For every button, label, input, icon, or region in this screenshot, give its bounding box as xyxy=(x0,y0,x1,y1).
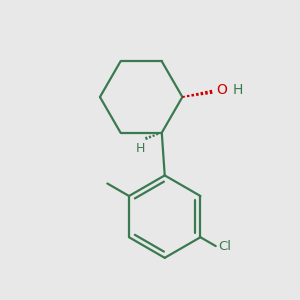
Text: H: H xyxy=(232,83,243,98)
Text: O: O xyxy=(216,83,226,98)
Text: Cl: Cl xyxy=(218,240,231,253)
Text: H: H xyxy=(136,142,146,155)
